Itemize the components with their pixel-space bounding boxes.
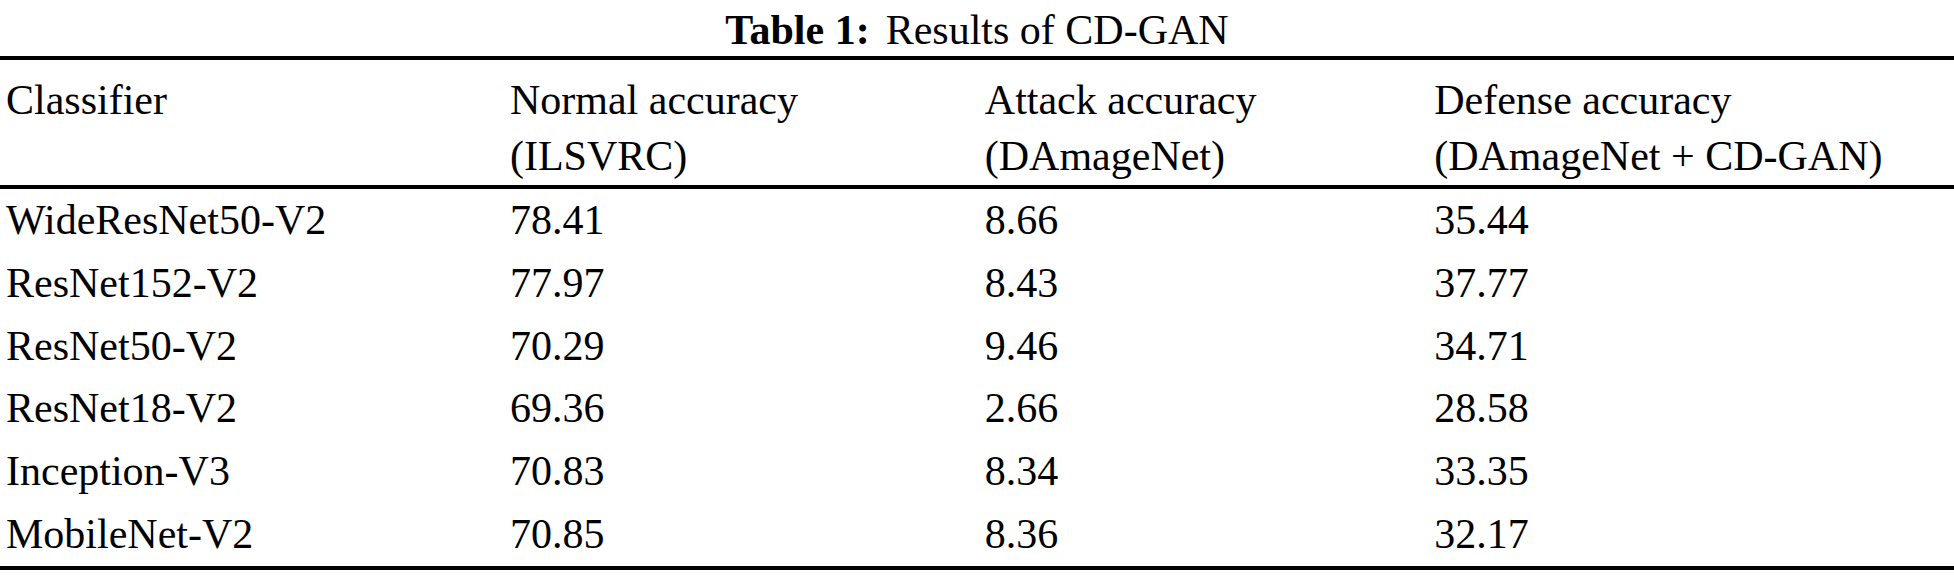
cell-classifier: Inception-V3 — [0, 440, 510, 503]
cell-defense-accuracy: 37.77 — [1434, 252, 1954, 315]
cell-classifier: WideResNet50-V2 — [0, 187, 510, 252]
cell-defense-accuracy: 28.58 — [1434, 377, 1954, 440]
table-row: ResNet50-V2 70.29 9.46 34.71 — [0, 315, 1954, 378]
table-row: WideResNet50-V2 78.41 8.66 35.44 — [0, 187, 1954, 252]
paper-table-figure: Table 1: Results of CD-GAN Classifier Nor… — [0, 0, 1954, 579]
header-line2: (DAmageNet + CD-GAN) — [1434, 128, 1954, 184]
table-caption-label: Table 1: — [725, 7, 869, 53]
header-line1: Normal accuracy — [510, 72, 985, 128]
header-line1: Classifier — [6, 72, 510, 128]
cell-normal-accuracy: 69.36 — [510, 377, 985, 440]
cell-attack-accuracy: 8.36 — [985, 503, 1434, 568]
results-table: Classifier Normal accuracy (ILSVRC) Atta… — [0, 56, 1954, 570]
column-header-attack-accuracy: Attack accuracy (DAmageNet) — [985, 58, 1434, 187]
table-row: ResNet152-V2 77.97 8.43 37.77 — [0, 252, 1954, 315]
column-header-normal-accuracy: Normal accuracy (ILSVRC) — [510, 58, 985, 187]
table-row: MobileNet-V2 70.85 8.36 32.17 — [0, 503, 1954, 568]
cell-classifier: ResNet50-V2 — [0, 315, 510, 378]
table-caption-text: Results of CD-GAN — [886, 7, 1229, 53]
cell-normal-accuracy: 70.85 — [510, 503, 985, 568]
cell-classifier: MobileNet-V2 — [0, 503, 510, 568]
cell-normal-accuracy: 70.83 — [510, 440, 985, 503]
cell-classifier: ResNet152-V2 — [0, 252, 510, 315]
cell-defense-accuracy: 35.44 — [1434, 187, 1954, 252]
cell-defense-accuracy: 33.35 — [1434, 440, 1954, 503]
table-row: ResNet18-V2 69.36 2.66 28.58 — [0, 377, 1954, 440]
cell-defense-accuracy: 34.71 — [1434, 315, 1954, 378]
table-row: Inception-V3 70.83 8.34 33.35 — [0, 440, 1954, 503]
table-caption: Table 1: Results of CD-GAN — [0, 0, 1954, 56]
header-row: Classifier Normal accuracy (ILSVRC) Atta… — [0, 58, 1954, 187]
header-line2: (DAmageNet) — [985, 128, 1434, 184]
cell-normal-accuracy: 77.97 — [510, 252, 985, 315]
cell-attack-accuracy: 8.66 — [985, 187, 1434, 252]
cell-defense-accuracy: 32.17 — [1434, 503, 1954, 568]
header-line2: (ILSVRC) — [510, 128, 985, 184]
cell-attack-accuracy: 8.34 — [985, 440, 1434, 503]
cell-attack-accuracy: 9.46 — [985, 315, 1434, 378]
cell-attack-accuracy: 8.43 — [985, 252, 1434, 315]
header-line1: Defense accuracy — [1434, 72, 1954, 128]
cell-classifier: ResNet18-V2 — [0, 377, 510, 440]
cell-attack-accuracy: 2.66 — [985, 377, 1434, 440]
cell-normal-accuracy: 78.41 — [510, 187, 985, 252]
column-header-classifier: Classifier — [0, 58, 510, 187]
column-header-defense-accuracy: Defense accuracy (DAmageNet + CD-GAN) — [1434, 58, 1954, 187]
cell-normal-accuracy: 70.29 — [510, 315, 985, 378]
header-line1: Attack accuracy — [985, 72, 1434, 128]
